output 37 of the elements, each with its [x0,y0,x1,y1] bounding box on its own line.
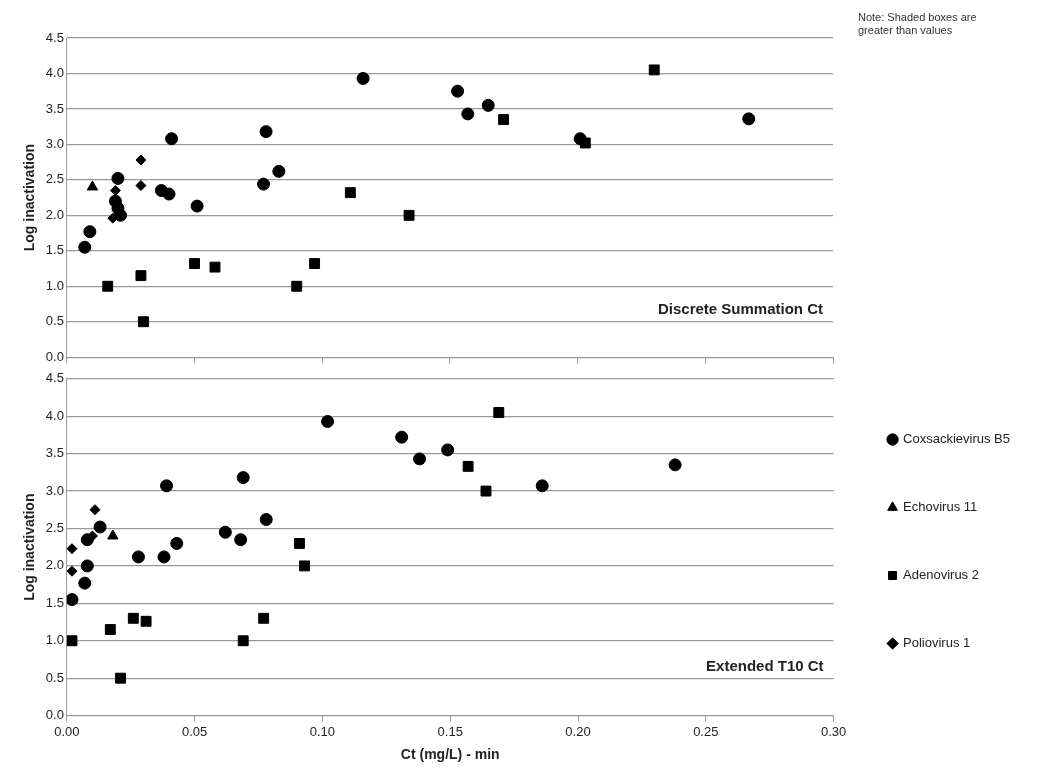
y-tick-label: 2.0 [45,206,64,222]
y-axis-title: Log inactivation [21,493,38,601]
y-tick-label: 3.0 [45,482,64,498]
y-tick-label: 0.0 [45,707,64,723]
x-tick-label: 0.00 [54,723,80,739]
legend-label: Poliovirus 1 [903,635,971,651]
x-tick-label: 0.20 [565,723,591,739]
x-tick-label: 0.30 [820,723,847,739]
x-tick-label: 0.05 [182,723,208,739]
y-tick-label: 0.5 [45,669,64,685]
y-tick-label: 4.5 [45,29,64,45]
x-tick-label: 0.15 [437,723,463,739]
y-tick-label: 2.5 [45,171,64,187]
y-tick-label: 0.5 [45,313,64,329]
y-tick-label: 1.0 [45,632,64,648]
x-axis-title: Ct (mg/L) - min [400,746,500,763]
y-tick-label: 1.0 [45,277,64,293]
y-axis-title: Log inactivation [21,143,38,252]
y-tick-label: 4.0 [45,407,64,423]
y-tick-label: 3.5 [45,445,64,461]
annotation: Discrete Summation Ct [657,300,823,318]
legend-label: Echovirus 11 [903,499,978,515]
annotation: Extended T10 Ct [706,656,824,674]
y-tick-label: 2.5 [45,520,64,536]
y-tick-label: 1.5 [45,594,64,610]
x-tick-label: 0.10 [309,723,336,739]
y-tick-label: 3.5 [45,100,64,116]
legend-label: Coxsackievirus B5 [903,431,1011,447]
y-tick-label: 4.0 [45,65,64,81]
y-tick-label: 1.5 [45,242,64,258]
text: Note: Shaded boxes are greater than values [858,10,977,36]
y-tick-label: 3.0 [45,135,64,151]
y-tick-label: 0.0 [45,348,64,364]
y-tick-label: 4.5 [45,370,64,386]
x-tick-label: 0.25 [693,723,719,739]
legend-label: Adenovirus 2 [903,567,979,583]
y-tick-label: 2.0 [45,557,64,573]
